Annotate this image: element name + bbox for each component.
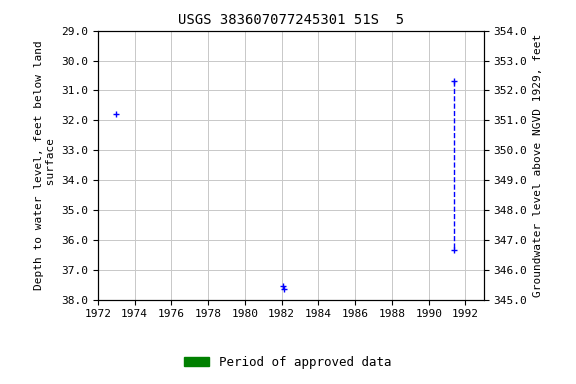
Y-axis label: Depth to water level, feet below land
 surface: Depth to water level, feet below land su… [34,40,56,290]
Y-axis label: Groundwater level above NGVD 1929, feet: Groundwater level above NGVD 1929, feet [533,33,543,297]
Legend: Period of approved data: Period of approved data [179,351,397,374]
Title: USGS 383607077245301 51S  5: USGS 383607077245301 51S 5 [178,13,404,27]
